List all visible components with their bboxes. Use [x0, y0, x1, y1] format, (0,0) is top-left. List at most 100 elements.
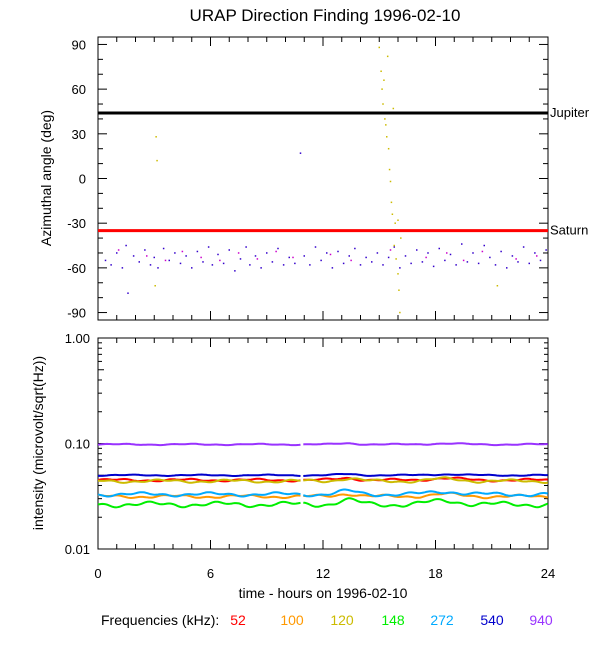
azimuth-data-point — [331, 267, 334, 269]
azimuth-data-point — [395, 258, 397, 260]
azimuth-data-point — [348, 255, 350, 257]
azimuth-data-point — [266, 252, 268, 254]
azimuth-data-point — [222, 262, 225, 265]
intensity-line-148khz — [303, 497, 549, 509]
intensity-line-272khz — [303, 488, 548, 498]
azimuth-data-point — [132, 255, 135, 257]
x-tick-label: 12 — [316, 566, 330, 581]
jupiter-reference-label: Jupiter — [550, 105, 590, 120]
azimuth-y-axis-label: Azimuthal angle (deg) — [38, 110, 54, 246]
azimuth-data-point — [404, 255, 407, 257]
azimuth-data-point — [383, 79, 385, 81]
azimuth-data-point — [294, 262, 296, 265]
azimuth-data-point — [174, 252, 176, 254]
intensity-line-100khz — [303, 491, 549, 500]
azimuth-data-point — [481, 250, 484, 253]
azimuth-data-point — [389, 180, 392, 183]
azimuth-data-point — [196, 250, 199, 253]
azimuth-data-point — [138, 261, 140, 263]
azimuth-data-point — [121, 267, 124, 269]
azimuth-data-point — [153, 256, 155, 259]
intensity-line-940khz — [97, 442, 301, 447]
azimuth-data-point — [207, 246, 210, 248]
azimuth-data-point — [425, 256, 427, 259]
azimuth-data-point — [219, 259, 221, 262]
azimuth-data-point — [506, 267, 508, 269]
azimuth-data-point — [387, 256, 390, 259]
azimuth-data-point — [392, 107, 395, 110]
azimuth-data-point — [393, 246, 395, 248]
intensity-series-lines — [97, 442, 549, 509]
azimuth-ytick-label: 90 — [72, 37, 86, 52]
azimuth-data-point — [181, 250, 184, 253]
azimuth-data-point — [384, 118, 386, 120]
azimuth-data-point — [378, 46, 380, 49]
azimuth-data-point — [391, 213, 394, 215]
azimuth-ytick-label: -90 — [67, 306, 86, 321]
azimuth-data-point — [155, 136, 157, 138]
azimuth-data-point — [517, 261, 519, 263]
azimuth-data-point — [342, 262, 345, 265]
azimuth-plot-frame — [97, 36, 549, 321]
azimuth-data-point — [386, 55, 389, 58]
azimuth-ytick-label: 30 — [72, 127, 86, 142]
azimuth-data-point — [254, 255, 257, 257]
legend-item-940khz: 940 — [529, 612, 553, 628]
azimuth-data-point — [110, 264, 112, 266]
azimuth-data-point — [397, 273, 399, 275]
x-tick-label: 0 — [94, 566, 101, 581]
legend-item-100khz: 100 — [280, 612, 304, 628]
x-axis-label: time - hours on 1996-02-10 — [239, 585, 408, 601]
azimuth-data-point — [387, 147, 390, 150]
azimuth-data-point — [385, 124, 387, 126]
azimuth-data-point — [522, 246, 525, 248]
azimuth-data-point — [472, 252, 474, 254]
azimuth-data-point — [162, 247, 165, 250]
azimuth-data-point — [410, 262, 412, 265]
azimuth-data-point — [382, 103, 384, 105]
intensity-line-120khz — [303, 476, 548, 485]
intensity-panel: 1.00 0.10 0.01 0 6 12 18 24 intensity (microvol… — [30, 331, 555, 601]
azimuth-data-point — [515, 258, 517, 260]
azimuth-data-point — [202, 261, 204, 263]
azimuth-data-point — [337, 250, 339, 253]
azimuth-data-point — [427, 252, 429, 254]
azimuth-data-point — [299, 152, 302, 154]
azimuth-data-point — [494, 264, 497, 266]
azimuth-data-point — [288, 256, 290, 259]
azimuth-data-point — [386, 136, 388, 138]
azimuth-data-point — [292, 256, 294, 259]
azimuth-data-point — [365, 256, 367, 259]
azimuth-data-point — [117, 249, 120, 251]
intensity-line-148khz — [97, 500, 301, 509]
azimuth-reference-lines: Jupiter Saturn — [98, 105, 590, 238]
azimuth-data-point — [416, 249, 418, 251]
azimuth-data-point — [234, 270, 236, 272]
azimuth-data-point — [354, 247, 356, 250]
azimuth-data-point — [388, 168, 391, 171]
azimuth-data-point — [329, 253, 332, 256]
legend-item-120khz: 120 — [330, 612, 354, 628]
azimuth-data-point — [376, 252, 379, 254]
azimuth-data-point — [399, 267, 401, 269]
azimuth-data-point — [462, 259, 465, 262]
azimuth-data-point — [446, 252, 448, 254]
azimuth-data-point — [185, 255, 187, 257]
azimuth-data-point — [149, 264, 152, 266]
azimuth-data-point — [461, 243, 463, 245]
azimuth-data-point — [511, 255, 514, 257]
azimuth-data-point — [539, 259, 542, 262]
azimuth-ytick-label: -60 — [67, 261, 86, 276]
azimuth-data-point — [256, 258, 259, 260]
azimuth-tick-marks: 90 60 30 0 -30 -60 -90 — [67, 37, 549, 321]
azimuth-data-point — [156, 159, 158, 162]
azimuth-data-point — [390, 201, 393, 204]
azimuth-data-point — [249, 264, 251, 266]
azimuth-data-point — [211, 264, 214, 266]
azimuth-data-point — [314, 246, 317, 248]
intensity-line-272khz — [97, 491, 301, 498]
azimuth-data-point — [432, 265, 435, 268]
azimuth-data-point — [164, 259, 167, 262]
azimuth-data-point — [483, 244, 485, 247]
intensity-y-axis-label: intensity (microvolt/sqrt(Hz)) — [30, 356, 46, 530]
